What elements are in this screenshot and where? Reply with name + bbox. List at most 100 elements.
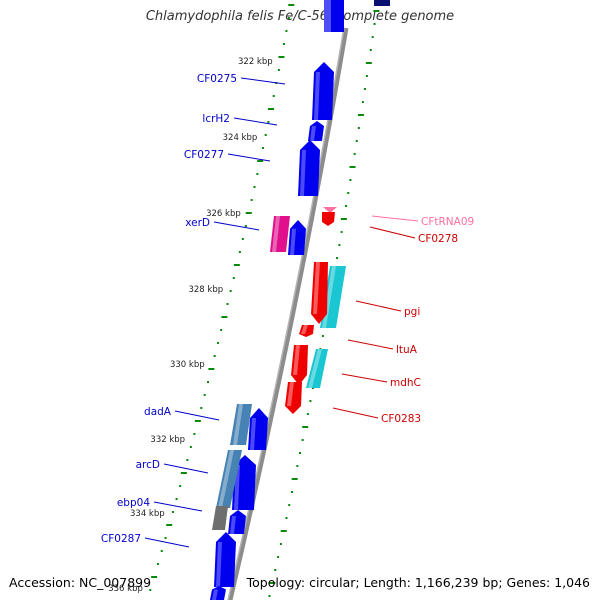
gene-label-cf0287[interactable]: CF0287 bbox=[101, 533, 190, 548]
ruler-dot bbox=[280, 530, 287, 532]
ruler-dot bbox=[244, 225, 247, 227]
cds-ebp04-adj bbox=[228, 510, 246, 534]
tick-label: 330 kbp bbox=[170, 360, 205, 370]
ruler-dot bbox=[203, 394, 206, 396]
gene-label-ebp04[interactable]: ebp04 bbox=[117, 497, 203, 512]
cds-cf0283 bbox=[285, 382, 302, 414]
ruler-dot bbox=[345, 205, 348, 207]
gene-label-mdhc[interactable]: mdhC bbox=[341, 373, 421, 389]
svg-text:CF0283: CF0283 bbox=[381, 413, 421, 425]
ruler-dot bbox=[216, 342, 219, 344]
cds-mdhc bbox=[291, 345, 308, 385]
ruler-dot bbox=[321, 335, 324, 337]
ruler-dot bbox=[160, 550, 163, 552]
ruler-dot bbox=[340, 218, 347, 220]
feature-ebp04 bbox=[212, 506, 228, 530]
ruler-dot bbox=[208, 368, 215, 370]
ruler-dot bbox=[193, 433, 196, 435]
genome-backbone bbox=[227, 27, 349, 600]
ruler-dot bbox=[151, 576, 158, 578]
svg-text:ebp04: ebp04 bbox=[117, 497, 150, 509]
ruler-dot bbox=[371, 36, 374, 38]
ruler-dot bbox=[282, 43, 285, 45]
ruler-dot bbox=[361, 101, 364, 103]
gene-label-ltua[interactable]: ltuA bbox=[347, 339, 418, 356]
ruler-dot bbox=[238, 251, 241, 253]
ruler-dot bbox=[268, 595, 271, 597]
ruler-dot bbox=[278, 56, 285, 58]
ruler-dot bbox=[253, 186, 256, 188]
ruler-dot bbox=[285, 517, 288, 519]
tick-label: 328 kbp bbox=[188, 285, 223, 295]
gene-label-cftrna09[interactable]: CFtRNA09 bbox=[371, 215, 474, 228]
ruler-dot bbox=[369, 49, 372, 51]
tick-label: 324 kbp bbox=[223, 133, 258, 143]
feature-dada bbox=[230, 404, 252, 445]
ruler-dot bbox=[261, 147, 264, 149]
feature-xerd-magenta bbox=[270, 216, 290, 252]
gene-label-pgi[interactable]: pgi bbox=[355, 300, 420, 318]
svg-text:CF0278: CF0278 bbox=[418, 233, 458, 245]
tick-label: 326 kbp bbox=[206, 209, 241, 219]
gene-label-xerd[interactable]: xerD bbox=[185, 217, 260, 231]
gene-label-cf0275[interactable]: CF0275 bbox=[197, 73, 286, 85]
ruler-dot bbox=[180, 472, 187, 474]
cds-pgi bbox=[311, 262, 328, 324]
tick-label: 332 kbp bbox=[150, 435, 185, 445]
trna-cftrna09 bbox=[323, 207, 337, 213]
cds-ltua bbox=[299, 325, 314, 337]
ruler-dot bbox=[365, 62, 372, 64]
ruler-dot bbox=[189, 446, 192, 448]
feature-mdhc-cyan bbox=[306, 349, 328, 388]
cds-cf0278 bbox=[322, 212, 335, 226]
ruler-dot bbox=[221, 316, 228, 318]
ruler-dot bbox=[232, 277, 235, 279]
ruler-dot bbox=[302, 426, 309, 428]
gene-label-cf0277[interactable]: CF0277 bbox=[184, 149, 271, 162]
ruler-dot bbox=[213, 355, 216, 357]
cds-cf0277 bbox=[298, 140, 320, 196]
ruler-track-outer bbox=[149, 4, 295, 591]
cds-xerd bbox=[288, 220, 306, 255]
cds-dada-adj bbox=[248, 408, 268, 450]
ruler-dot bbox=[338, 244, 341, 246]
ruler-dot bbox=[290, 491, 293, 493]
svg-text:mdhC: mdhC bbox=[390, 377, 421, 389]
ruler-dot bbox=[156, 563, 159, 565]
map-title: Chlamydophila felis Fe/C-56, complete ge… bbox=[145, 9, 455, 24]
tick-label: 334 kbp bbox=[130, 509, 165, 519]
ruler-dot bbox=[241, 238, 244, 240]
ruler-dot bbox=[220, 329, 223, 331]
svg-text:arcD: arcD bbox=[136, 459, 160, 471]
ruler-dot bbox=[301, 439, 304, 441]
ruler-dot bbox=[164, 537, 167, 539]
ruler-dot bbox=[363, 88, 366, 90]
ruler-dot bbox=[226, 303, 229, 305]
ruler-dot bbox=[347, 192, 350, 194]
ruler-dot bbox=[149, 589, 152, 591]
ruler-dot bbox=[250, 199, 253, 201]
ruler-dot bbox=[357, 127, 360, 129]
accession-text: Accession: NC_007899 bbox=[9, 575, 152, 590]
ruler-dot bbox=[256, 173, 259, 175]
ruler-dot bbox=[306, 413, 309, 415]
gene-label-cf0283[interactable]: CF0283 bbox=[332, 407, 421, 425]
gene-label-cf0278[interactable]: CF0278 bbox=[369, 226, 458, 245]
ruler-dot bbox=[179, 485, 182, 487]
ruler-dot bbox=[175, 498, 178, 500]
svg-text:lcrH2: lcrH2 bbox=[202, 113, 230, 125]
gene-label-arcd[interactable]: arcD bbox=[136, 459, 209, 474]
gene-label-dada[interactable]: dadA bbox=[144, 406, 220, 421]
ruler-dot bbox=[171, 511, 174, 513]
ruler-dot bbox=[353, 153, 356, 155]
reverse-cds-top bbox=[374, 0, 390, 6]
ruler-dot bbox=[336, 257, 339, 259]
gene-label-lcrh2[interactable]: lcrH2 bbox=[202, 113, 278, 126]
ruler-dot bbox=[373, 23, 376, 25]
ruler-dot bbox=[269, 582, 276, 584]
tick-label: 322 kbp bbox=[238, 57, 273, 67]
ruler-dot bbox=[291, 478, 298, 480]
ruler-dot bbox=[267, 121, 270, 123]
ruler-dot bbox=[288, 4, 295, 6]
